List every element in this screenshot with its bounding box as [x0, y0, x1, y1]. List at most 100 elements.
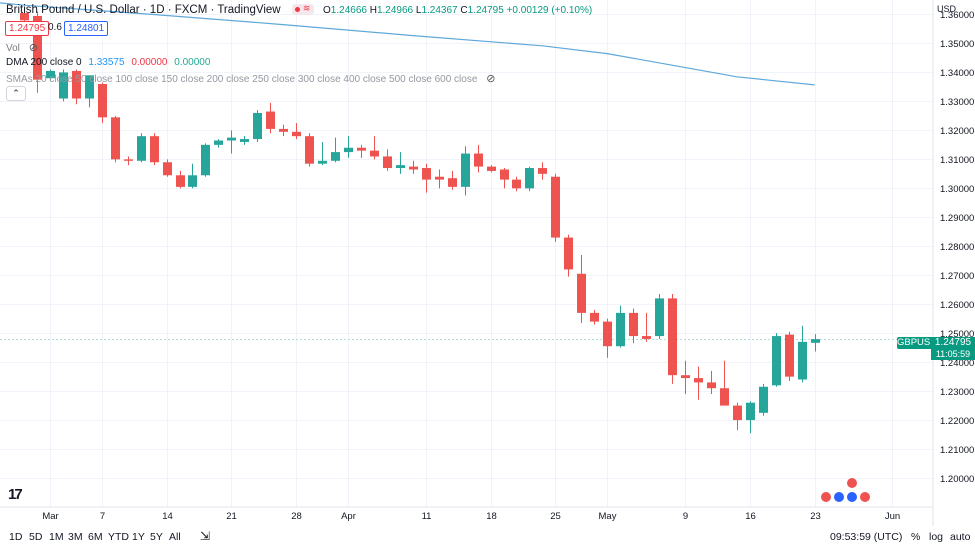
spread-value: 0.6 [48, 22, 62, 33]
buy-price-button[interactable]: 1.24801 [64, 21, 109, 36]
range-all-button[interactable]: All [169, 531, 181, 543]
candle-body [188, 175, 197, 187]
candle [811, 334, 820, 352]
candle [240, 136, 249, 145]
price-tick-label: 1.33000 [940, 97, 974, 108]
candle-body [331, 152, 340, 161]
candle [137, 133, 146, 163]
volume-legend[interactable]: Vol ⊘ [6, 41, 38, 54]
ohlc-values: O1.24666 H1.24966 L1.24367 C1.24795 +0.0… [323, 5, 593, 16]
date-range-icon[interactable]: ⇲ [200, 529, 211, 543]
time-tick-label: 11 [422, 511, 432, 522]
candle-body [279, 128, 288, 132]
candle-body [733, 405, 742, 421]
log-toggle[interactable]: log [929, 531, 944, 543]
candle [564, 234, 573, 277]
candle-body [59, 72, 68, 99]
range-1m-button[interactable]: 1M [49, 531, 64, 543]
candle [292, 123, 301, 140]
candle-body [409, 166, 418, 170]
candle-body [370, 150, 379, 157]
event-us-flag-icon[interactable] [846, 491, 858, 503]
candle [694, 366, 703, 400]
range-6m-button[interactable]: 6M [88, 531, 103, 543]
event-us-flag-icon[interactable] [833, 491, 845, 503]
candle [720, 360, 729, 406]
price-tick-label: 1.22000 [940, 416, 974, 427]
candle-body [20, 13, 29, 21]
candle [201, 143, 210, 177]
price-tick-label: 1.31000 [940, 155, 974, 166]
auto-toggle[interactable]: auto [950, 531, 971, 543]
time-tick-label: 23 [810, 511, 821, 522]
candle [305, 133, 314, 167]
candle-body [240, 139, 249, 142]
volume-label: Vol [6, 43, 20, 54]
currency-label[interactable]: USD [937, 4, 957, 14]
candle [474, 144, 483, 173]
price-chart[interactable]: 1.20000 1.21000 1.22000 1.23000 1.24000 1.250… [0, 0, 975, 526]
candle-body [253, 112, 262, 140]
percent-toggle[interactable]: % [911, 531, 921, 543]
range-3m-button[interactable]: 3M [68, 531, 83, 543]
symbol-title[interactable]: British Pound / U.S. Dollar · 1D · FXCM … [6, 4, 281, 16]
candle-body [772, 336, 781, 386]
candle [253, 110, 262, 142]
time-axis-labels[interactable]: 21Mar7142128Apr111825May91623Jun [0, 511, 900, 522]
candle-body [681, 375, 690, 379]
dma-legend[interactable]: DMA 200 close 0 1.33575 0.00000 0.00000 [6, 57, 210, 68]
range-1d-button[interactable]: 1D [9, 531, 23, 543]
candle-body [201, 144, 210, 176]
candle [279, 124, 288, 137]
tradingview-logo-icon[interactable]: 17 [8, 486, 23, 503]
candle [668, 294, 677, 384]
utc-clock[interactable]: 09:53:59 (UTC) [830, 531, 903, 543]
candle [188, 163, 197, 189]
candle-body [525, 168, 534, 189]
candle [603, 318, 612, 358]
price-axis-labels[interactable]: 1.20000 1.21000 1.22000 1.23000 1.24000 1.250… [940, 10, 974, 485]
candle-body [798, 341, 807, 380]
range-ytd-button[interactable]: YTD [108, 531, 129, 543]
candle [176, 170, 185, 189]
dma-value: 1.33575 [88, 57, 125, 68]
event-gb-flag-icon[interactable] [846, 477, 858, 489]
eye-hidden-icon[interactable]: ⊘ [28, 42, 38, 54]
time-tick-label: 18 [486, 511, 497, 522]
candle-body [214, 140, 223, 145]
eye-hidden-icon[interactable]: ⊘ [486, 73, 496, 85]
candle-countdown: 11:05:59 [931, 349, 975, 360]
candle [772, 333, 781, 387]
event-gb-flag-icon[interactable] [820, 491, 832, 503]
chevron-up-icon[interactable]: ⌃ [6, 86, 26, 101]
candle [525, 166, 534, 192]
economic-events[interactable] [820, 477, 871, 503]
candle-body [422, 168, 431, 180]
candle [214, 139, 223, 148]
range-1y-button[interactable]: 1Y [132, 531, 145, 543]
candle-body [292, 131, 301, 137]
candle-body [266, 111, 275, 129]
candle-body [448, 178, 457, 187]
candle-body [227, 137, 236, 141]
range-5y-button[interactable]: 5Y [150, 531, 163, 543]
candle-body [111, 117, 120, 160]
candle [383, 149, 392, 171]
candle-body [396, 165, 405, 169]
range-5d-button[interactable]: 5D [29, 531, 43, 543]
candle [163, 159, 172, 177]
candle-body [616, 312, 625, 347]
event-gb-flag-icon[interactable] [859, 491, 871, 503]
time-tick-label: 16 [745, 511, 756, 522]
candle [512, 176, 521, 192]
candle [746, 401, 755, 434]
candle [785, 331, 794, 381]
time-tick-label: Jun [885, 511, 900, 522]
candle [642, 312, 651, 342]
last-price-tag: 1.24795 [931, 337, 975, 349]
smas-legend[interactable]: SMAs 20 close 50 close 100 close 150 clo… [6, 72, 495, 85]
market-status-icon[interactable]: ≋ [291, 3, 314, 16]
sell-price-button[interactable]: 1.24795 [5, 21, 50, 36]
time-tick-label: 9 [683, 511, 688, 522]
candle-body [487, 166, 496, 171]
